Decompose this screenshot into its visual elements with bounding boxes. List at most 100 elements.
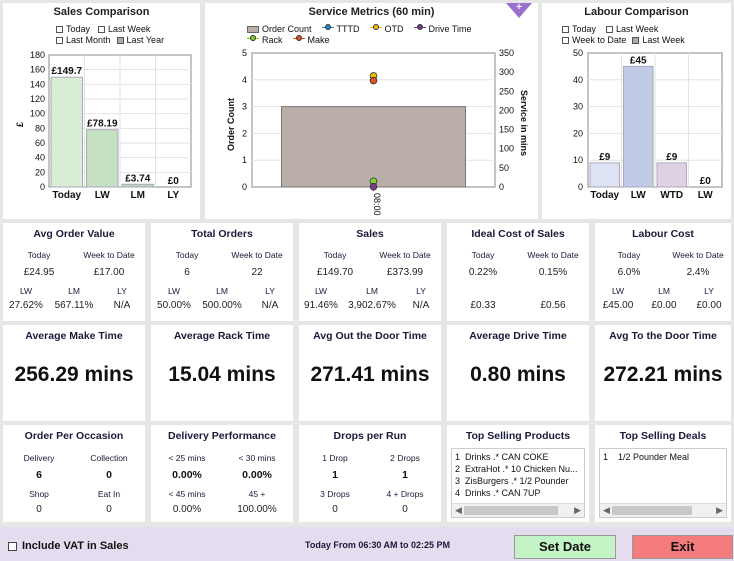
bar-data-label: £9 [599,152,611,163]
scroll-thumb[interactable] [464,506,558,515]
ly-label: LY [117,286,127,296]
labour-legend: Today Last Week Week to Date Last Week [562,24,685,46]
wtd-value: £373.99 [386,267,424,278]
ly-value: N/A [113,300,131,311]
card-title: Average Drive Time [469,330,567,342]
scroll-left-icon[interactable]: ◀ [603,505,610,515]
delivery-label: Delivery [23,453,55,463]
legend-tttd[interactable]: TTTD [321,23,360,35]
legend-order-count[interactable]: Order Count [247,24,312,35]
x-tick-label: Today [590,190,619,201]
today-value: £149.70 [316,267,354,278]
card-title: Avg Out the Door Time [313,330,427,342]
ly-label: LY [416,286,426,296]
scroll-right-icon[interactable]: ▶ [716,505,723,515]
today-value: £24.95 [23,267,55,278]
list-item[interactable]: 1 1/2 Pounder Meal [603,452,690,462]
ly-value: N/A [261,300,279,311]
y-tick-label-right: 250 [499,86,514,96]
list-item[interactable]: 4 Drinks .* CAN 7UP [455,488,541,498]
list-item[interactable]: 2 ExtraHot .* 10 Chicken Nu... [455,464,578,474]
y-tick-label: 0 [40,182,45,192]
bar-data-label: £9 [666,152,678,163]
scroll-thumb[interactable] [612,506,692,515]
labour-comparison-title: Labour Comparison [584,6,689,18]
ly-value: £0.00 [696,300,722,311]
lt30-label: < 30 mins [238,453,276,463]
checkbox-icon [606,26,614,34]
horizontal-scrollbar[interactable]: ◀ ▶ [452,503,584,517]
delivery-value: 6 [36,469,42,481]
checkbox-icon [8,541,17,551]
wtd-label: Week to Date [379,250,431,260]
ly-label: LY [265,286,275,296]
order-count-bar [281,106,466,188]
legend-last-week[interactable]: Last Week [98,24,150,35]
four-plus-drops-label: 4 + Drops [386,489,424,499]
make-time-card: Average Make Time 256.29 mins [3,325,145,421]
legend-last-year[interactable]: Last Year [116,35,164,46]
collection-value: 0 [106,469,112,481]
legend-otd[interactable]: OTD [369,23,404,35]
exit-button[interactable]: Exit [632,535,733,559]
shop-value: 0 [36,504,42,515]
list-item[interactable]: 1 Drinks .* CAN COKE [455,452,549,462]
card-title: Ideal Cost of Sales [471,228,565,240]
horizontal-scrollbar[interactable]: ◀ ▶ [600,503,726,517]
bar-data-label: £149.7 [51,66,82,77]
wtd-cost-value: £0.56 [540,300,566,311]
vat-checkbox[interactable]: Include VAT in Sales [8,540,129,552]
scroll-left-icon[interactable]: ◀ [455,505,462,515]
bar-data-label: £78.19 [87,119,118,130]
bar-data-label: £45 [630,55,647,66]
card-title: Delivery Performance [168,430,276,442]
wtd-value: 0.15% [538,267,568,278]
checkbox-icon [98,26,106,34]
top-deals-list[interactable]: 1 1/2 Pounder Meal ◀ ▶ [599,448,727,518]
y-tick-label: 100 [30,109,45,119]
rack-time-value: 15.04 mins [168,363,276,386]
y-tick-label: 180 [30,50,45,60]
legend-drive-time[interactable]: Drive Time [413,23,472,35]
legend-today[interactable]: Today [56,24,90,35]
legend-last-week-2[interactable]: Last Week [632,35,685,46]
lm-value: £0.00 [651,300,677,311]
checkbox-icon [562,37,569,45]
today-label: Today [471,250,495,260]
dot-icon [369,23,382,33]
legend-make[interactable]: Make [292,34,330,46]
date-range-text: Today From 06:30 AM to 02:25 PM [305,540,451,550]
y-tick-label: 160 [30,65,45,75]
card-title: Avg To the Door Time [609,330,717,342]
legend-last-month[interactable]: Last Month [56,35,111,46]
x-tick-label: LW [631,190,647,201]
dot-icon [292,34,305,44]
lw-value: £45.00 [602,300,634,311]
sales-ylabel: £ [15,122,25,127]
footer-bar: Include VAT in Sales Today From 06:30 AM… [0,527,734,561]
y-tick-label-left: 0 [242,182,247,192]
y-tick-label-left: 3 [242,102,247,112]
top-products-list[interactable]: 1 Drinks .* CAN COKE 2 ExtraHot .* 10 Chic… [451,448,585,518]
legend-today[interactable]: Today [562,24,596,35]
today-value: 6.0% [617,267,641,278]
lm-value: 3,902.67% [348,300,396,311]
lt25-value: 0.00% [172,469,202,481]
wtd-label: Week to Date [231,250,283,260]
sales-comparison-title: Sales Comparison [53,6,150,18]
card-title: Top Selling Deals [619,430,707,442]
vat-label: Include VAT in Sales [22,540,129,552]
make-time-value: 256.29 mins [14,363,134,386]
list-item[interactable]: 3 ZisBurgers .* 1/2 Pounder [455,476,569,486]
one-drop-value: 1 [332,469,338,481]
legend-last-week[interactable]: Last Week [606,24,658,35]
y-tick-label: 30 [573,102,583,112]
bar [86,129,119,188]
legend-week-to-date[interactable]: Week to Date [562,35,626,46]
y-tick-label-right: 150 [499,125,514,135]
set-date-button[interactable]: Set Date [514,535,616,559]
scroll-right-icon[interactable]: ▶ [574,505,581,515]
ly-label: LY [704,286,714,296]
legend-rack[interactable]: Rack [247,34,283,46]
today-value: 0.22% [468,267,498,278]
